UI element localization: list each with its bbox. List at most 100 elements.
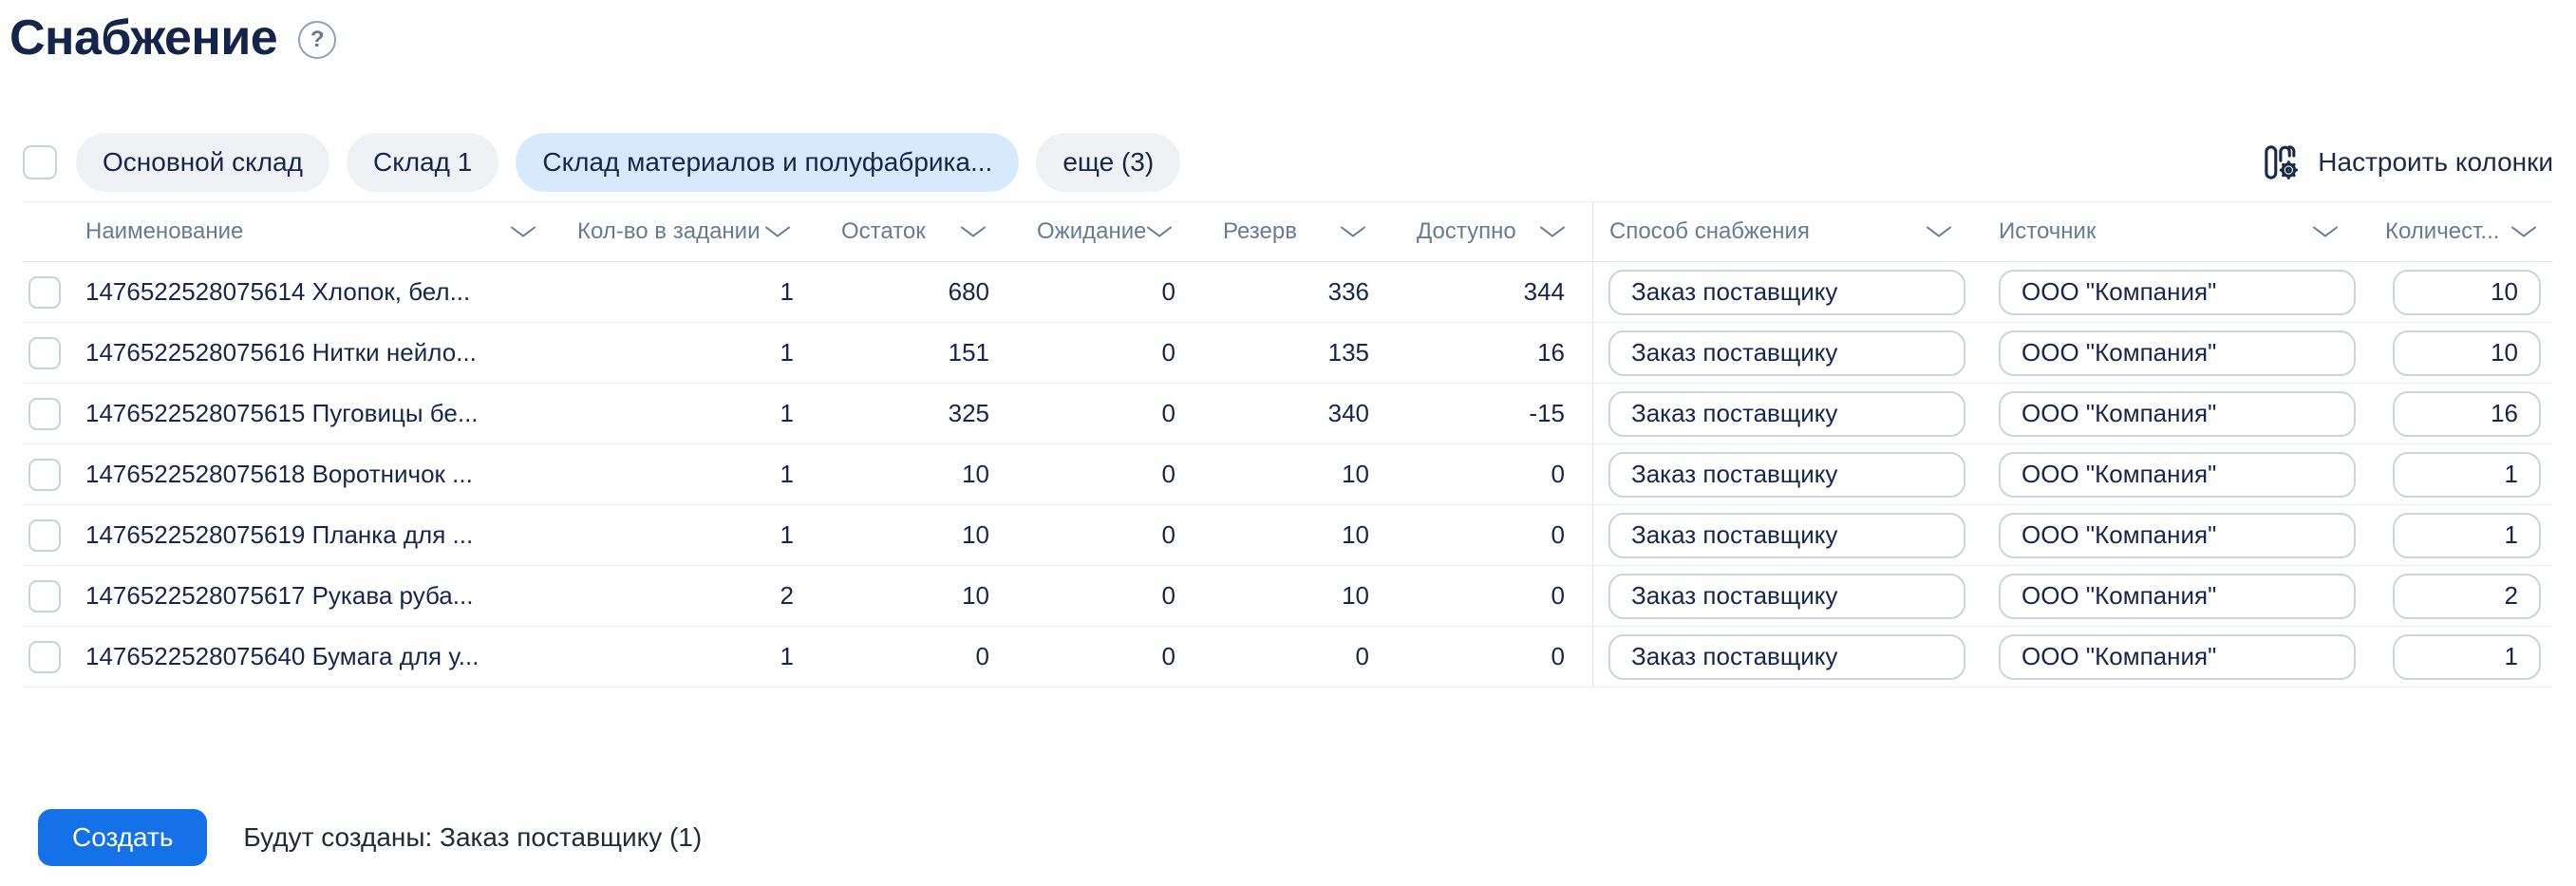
row-checkbox[interactable]	[28, 458, 61, 491]
warehouse-chip-more[interactable]: еще (3)	[1036, 133, 1181, 192]
table-row[interactable]: 1476522528075614 Хлопок, бел... 1 680 0 …	[23, 262, 2553, 323]
available-value: 0	[1551, 642, 1565, 670]
stock-value: 151	[948, 338, 989, 367]
item-name[interactable]: 1476522528075614 Хлопок, бел...	[85, 277, 471, 306]
column-header-quantity[interactable]: Количест...	[2378, 202, 2553, 261]
qty-in-task-value: 1	[780, 277, 794, 306]
awaiting-value: 0	[1161, 520, 1175, 549]
item-name[interactable]: 1476522528075619 Планка для ...	[85, 520, 474, 549]
qty-in-task-value: 1	[780, 642, 794, 670]
reserve-value: 336	[1327, 277, 1369, 306]
available-value: 0	[1551, 520, 1565, 549]
source-select[interactable]: ООО "Компания"	[1999, 269, 2356, 315]
quantity-input[interactable]: 10	[2393, 269, 2541, 315]
supply-method-select[interactable]: Заказ поставщику	[1608, 512, 1965, 558]
chevron-down-icon	[1341, 226, 1365, 237]
quantity-input[interactable]: 1	[2393, 451, 2541, 498]
column-label: Источник	[1999, 218, 2097, 244]
column-header-reserve[interactable]: Резерв	[1185, 202, 1379, 261]
stock-value: 10	[962, 520, 989, 549]
awaiting-value: 0	[1161, 277, 1175, 306]
item-name[interactable]: 1476522528075615 Пуговицы бе...	[85, 399, 479, 427]
table-row[interactable]: 1476522528075615 Пуговицы бе... 1 325 0 …	[23, 384, 2553, 444]
available-value: 16	[1537, 338, 1565, 367]
row-checkbox[interactable]	[28, 640, 61, 673]
page-header: Снабжение ?	[9, 9, 337, 66]
available-value: 0	[1551, 581, 1565, 610]
row-checkbox[interactable]	[28, 579, 61, 613]
reserve-value: 10	[1342, 581, 1369, 610]
awaiting-value: 0	[1161, 460, 1175, 488]
item-name[interactable]: 1476522528075640 Бумага для у...	[85, 642, 479, 670]
column-label: Количест...	[2385, 218, 2500, 244]
warehouse-chip-main[interactable]: Основной склад	[76, 133, 329, 192]
reserve-value: 10	[1342, 520, 1369, 549]
table-row[interactable]: 1476522528075618 Воротничок ... 1 10 0 1…	[23, 444, 2553, 505]
chevron-down-icon	[511, 226, 536, 237]
available-value: 344	[1523, 277, 1565, 306]
quantity-input[interactable]: 2	[2393, 573, 2541, 619]
chevron-down-icon	[765, 226, 790, 237]
qty-in-task-value: 1	[780, 399, 794, 427]
source-select[interactable]: ООО "Компания"	[1999, 451, 2356, 498]
column-label: Способ снабжения	[1609, 218, 1810, 244]
quantity-input[interactable]: 1	[2393, 512, 2541, 558]
creation-summary-text: Будут созданы: Заказ поставщику (1)	[243, 822, 703, 852]
supply-method-select[interactable]: Заказ поставщику	[1608, 330, 1965, 376]
chevron-down-icon	[2313, 226, 2338, 237]
column-header-source[interactable]: Источник	[1991, 202, 2378, 261]
supply-method-select[interactable]: Заказ поставщику	[1608, 451, 1965, 498]
column-label: Ожидание	[1037, 218, 1145, 244]
item-name[interactable]: 1476522528075616 Нитки нейло...	[85, 338, 477, 367]
column-header-qty-in-task[interactable]: Кол-во в задании	[564, 202, 803, 261]
column-header-available[interactable]: Доступно	[1379, 202, 1592, 261]
column-header-name[interactable]: Наименование	[66, 202, 564, 261]
column-header-supply-method[interactable]: Способ снабжения	[1592, 202, 1991, 261]
row-checkbox[interactable]	[28, 275, 61, 309]
supply-method-select[interactable]: Заказ поставщику	[1608, 390, 1965, 437]
column-label: Кол-во в задании	[577, 218, 761, 244]
table-row[interactable]: 1476522528075640 Бумага для у... 1 0 0 0…	[23, 627, 2553, 688]
qty-in-task-value: 2	[780, 581, 794, 610]
stock-value: 325	[948, 399, 989, 427]
item-name[interactable]: 1476522528075618 Воротничок ...	[85, 460, 473, 488]
configure-columns-button[interactable]: Настроить колонки	[2261, 141, 2553, 183]
item-name[interactable]: 1476522528075617 Рукава руба...	[85, 581, 474, 610]
source-select[interactable]: ООО "Компания"	[1999, 573, 2356, 619]
select-all-checkbox[interactable]	[23, 145, 57, 179]
table-row[interactable]: 1476522528075616 Нитки нейло... 1 151 0 …	[23, 323, 2553, 384]
column-header-awaiting[interactable]: Ожидание	[999, 202, 1185, 261]
table-row[interactable]: 1476522528075617 Рукава руба... 2 10 0 1…	[23, 566, 2553, 627]
supply-method-select[interactable]: Заказ поставщику	[1608, 633, 1965, 680]
source-select[interactable]: ООО "Компания"	[1999, 633, 2356, 680]
header-checkbox-spacer	[23, 202, 66, 261]
column-label: Резерв	[1223, 218, 1297, 244]
table-row[interactable]: 1476522528075619 Планка для ... 1 10 0 1…	[23, 505, 2553, 566]
column-label: Доступно	[1417, 218, 1516, 244]
row-checkbox[interactable]	[28, 518, 61, 552]
row-checkbox[interactable]	[28, 397, 61, 430]
source-select[interactable]: ООО "Компания"	[1999, 330, 2356, 376]
help-icon[interactable]: ?	[298, 21, 337, 59]
quantity-input[interactable]: 16	[2393, 390, 2541, 437]
supply-table: Наименование Кол-во в задании Остаток Ож…	[23, 201, 2553, 688]
create-button[interactable]: Создать	[38, 809, 208, 866]
reserve-value: 10	[1342, 460, 1369, 488]
column-header-stock[interactable]: Остаток	[803, 202, 999, 261]
qty-in-task-value: 1	[780, 460, 794, 488]
footer-bar: Создать Будут созданы: Заказ поставщику …	[38, 809, 702, 866]
configure-columns-label: Настроить колонки	[2318, 147, 2553, 177]
toolbar: Основной склад Склад 1 Склад материалов …	[23, 133, 2553, 192]
supply-method-select[interactable]: Заказ поставщику	[1608, 573, 1965, 619]
warehouse-chip-materials[interactable]: Склад материалов и полуфабрика...	[516, 133, 1020, 192]
quantity-input[interactable]: 1	[2393, 633, 2541, 680]
stock-value: 10	[962, 460, 989, 488]
quantity-input[interactable]: 10	[2393, 330, 2541, 376]
source-select[interactable]: ООО "Компания"	[1999, 512, 2356, 558]
row-checkbox[interactable]	[28, 336, 61, 369]
supply-method-select[interactable]: Заказ поставщику	[1608, 269, 1965, 315]
source-select[interactable]: ООО "Компания"	[1999, 390, 2356, 437]
warehouse-chip-1[interactable]: Склад 1	[346, 133, 499, 192]
chevron-down-icon	[2511, 226, 2536, 237]
